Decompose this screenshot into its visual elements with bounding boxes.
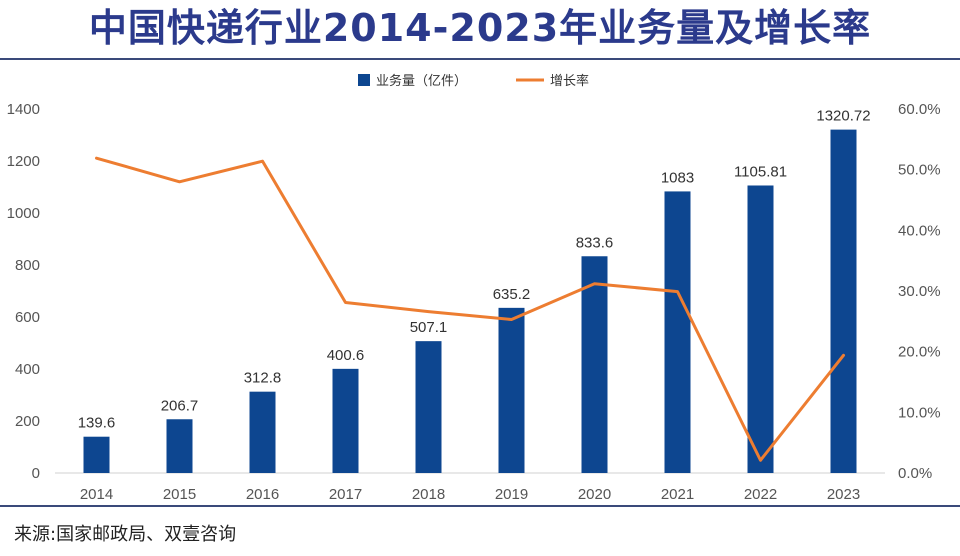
bar-2020 xyxy=(581,256,608,473)
bar-2016 xyxy=(249,391,276,473)
bar-value-label: 1320.72 xyxy=(816,108,870,125)
left-axis-tick-label: 800 xyxy=(15,257,40,274)
left-axis-tick-label: 0 xyxy=(32,465,40,482)
bars-group xyxy=(83,129,857,474)
right-axis-tick-label: 0.0% xyxy=(898,465,932,482)
left-axis-tick-label: 600 xyxy=(15,309,40,326)
data-labels-group: 139.6 206.7 312.8 400.6 507.1 635.2 833.6 1083 1… xyxy=(78,108,871,432)
bar-value-label: 1083 xyxy=(661,169,694,186)
legend-swatch-volume xyxy=(358,74,370,86)
bar-value-label: 635.2 xyxy=(493,286,531,303)
x-axis-tick-label: 2020 xyxy=(578,486,611,503)
left-axis-tick-label: 1200 xyxy=(7,153,40,170)
x-axis-tick-label: 2016 xyxy=(246,486,279,503)
title-divider xyxy=(0,58,960,60)
chart-title: 中国快递行业2014-2023年业务量及增长率 xyxy=(88,6,872,50)
growth-rate-line xyxy=(95,156,845,462)
bar-2019 xyxy=(498,307,525,473)
source-note: 来源:国家邮政局、双壹咨询 xyxy=(14,524,237,545)
x-axis-tick-label: 2015 xyxy=(163,486,196,503)
left-axis-tick-label: 1400 xyxy=(7,101,40,118)
legend: 业务量（亿件） 增长率 xyxy=(358,73,589,89)
right-axis-tick-label: 50.0% xyxy=(898,162,941,179)
bar-2023 xyxy=(830,129,857,473)
left-axis-tick-label: 200 xyxy=(15,413,40,430)
left-axis-tick-label: 1000 xyxy=(7,205,40,222)
left-axis-tick-label: 400 xyxy=(15,361,40,378)
x-axis-tick-label: 2023 xyxy=(827,486,860,503)
axes-group: 0 200 400 600 800 1000 1200 1400 0.0% 10.0% 20.0% 3… xyxy=(7,101,941,503)
legend-label-growth: 增长率 xyxy=(550,73,589,89)
bar-2021 xyxy=(664,191,691,474)
legend-label-volume: 业务量（亿件） xyxy=(376,73,467,89)
bar-value-label: 206.7 xyxy=(161,397,199,414)
bar-value-label: 1105.81 xyxy=(734,163,787,180)
line-group xyxy=(95,156,845,462)
bar-value-label: 139.6 xyxy=(78,415,116,432)
right-axis-tick-label: 20.0% xyxy=(898,344,941,361)
x-axis-tick-label: 2022 xyxy=(744,486,777,503)
footer-divider xyxy=(0,505,960,507)
bar-2017 xyxy=(332,368,359,473)
bar-2014 xyxy=(83,436,110,473)
x-axis-tick-label: 2018 xyxy=(412,486,445,503)
bar-2015 xyxy=(166,419,193,473)
bar-value-label: 400.6 xyxy=(327,347,365,364)
right-axis-tick-label: 10.0% xyxy=(898,404,941,421)
bar-value-label: 312.8 xyxy=(244,370,282,387)
bar-2022 xyxy=(747,185,774,474)
x-axis-tick-label: 2021 xyxy=(661,486,694,503)
bar-2018 xyxy=(415,341,442,473)
x-axis-tick-label: 2014 xyxy=(80,486,113,503)
bar-value-label: 833.6 xyxy=(576,234,614,251)
right-axis-tick-label: 60.0% xyxy=(898,101,941,118)
x-axis-tick-label: 2019 xyxy=(495,486,528,503)
right-axis-tick-label: 30.0% xyxy=(898,283,941,300)
bar-value-label: 507.1 xyxy=(410,319,448,336)
right-axis-tick-label: 40.0% xyxy=(898,222,941,239)
x-axis-tick-label: 2017 xyxy=(329,486,362,503)
